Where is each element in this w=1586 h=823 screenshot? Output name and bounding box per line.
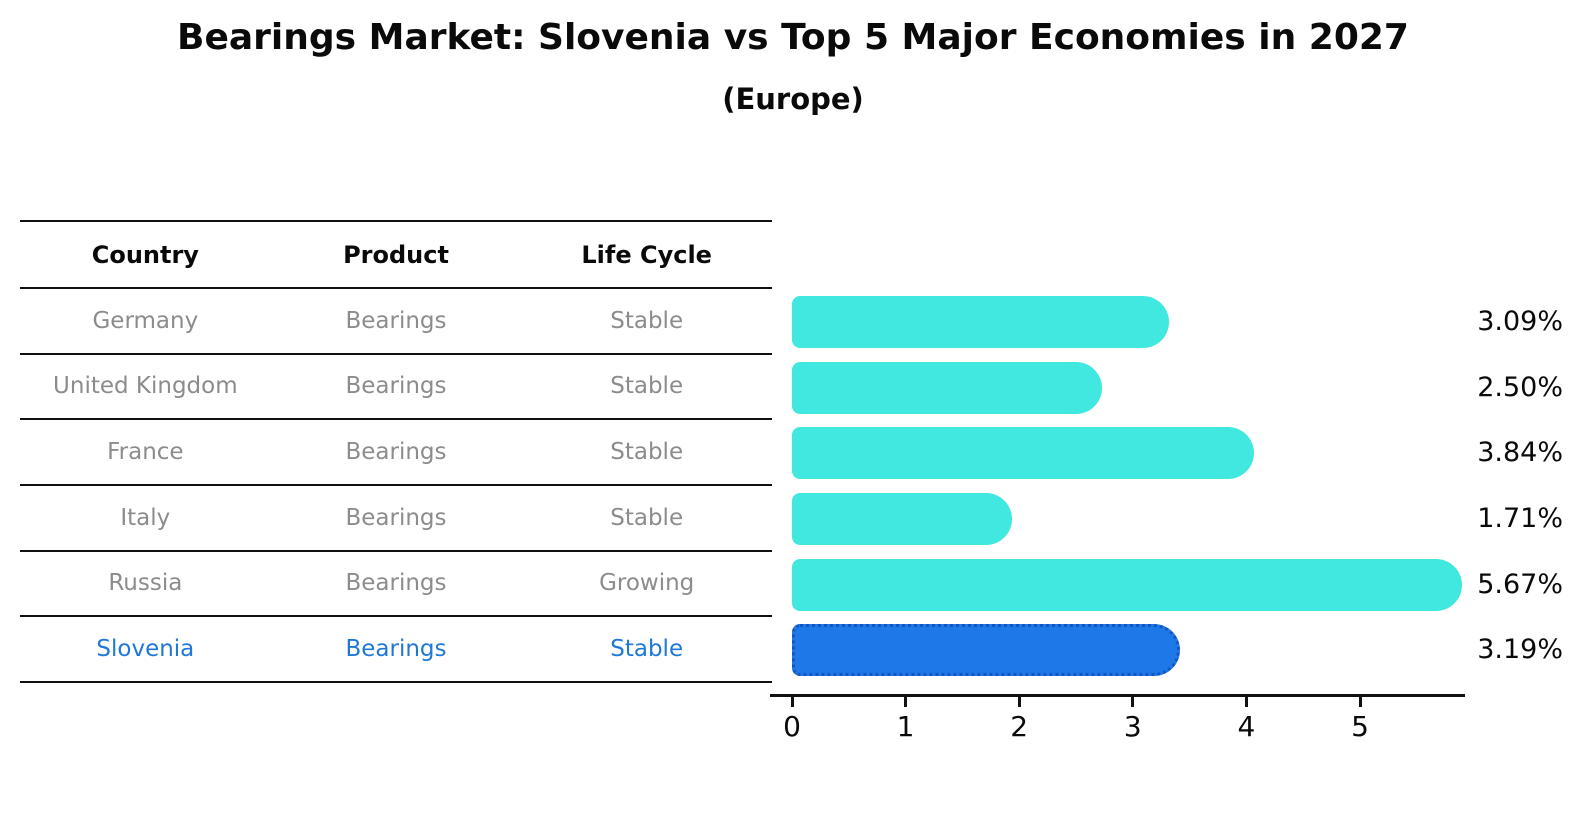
bar-slovenia-highlighted (792, 624, 1181, 677)
table-row: France Bearings Stable (20, 420, 772, 486)
table-row: Russia Bearings Growing (20, 552, 772, 618)
value-label: 3.09% (1477, 305, 1563, 337)
value-label: 5.67% (1477, 568, 1563, 600)
value-label: 2.50% (1477, 371, 1563, 403)
header-country: Country (91, 240, 199, 269)
x-axis-tick-label: 4 (1237, 710, 1256, 743)
x-axis-tick-label: 2 (1010, 710, 1029, 743)
cell-life-cycle: Stable (610, 373, 684, 400)
cell-life-cycle: Stable (610, 504, 684, 531)
value-label: 3.19% (1477, 634, 1563, 666)
table-row: United Kingdom Bearings Stable (20, 355, 772, 421)
x-axis-tick-label: 1 (896, 710, 915, 743)
cell-product: Bearings (345, 504, 447, 531)
x-axis-tick (1358, 697, 1362, 707)
cell-country: Slovenia (96, 636, 195, 663)
table-row: Germany Bearings Stable (20, 289, 772, 355)
table-row: Italy Bearings Stable (20, 486, 772, 552)
value-label: 1.71% (1477, 502, 1563, 534)
cell-country: Germany (92, 307, 199, 334)
x-axis-line (770, 694, 1465, 697)
cell-country: Russia (108, 570, 183, 597)
bar-united-kingdom (792, 361, 1102, 414)
bar-russia (792, 558, 1463, 611)
cell-product: Bearings (345, 636, 447, 663)
cell-country: United Kingdom (53, 373, 238, 400)
table-row-highlighted: Slovenia Bearings Stable (20, 617, 772, 683)
chart-subtitle: (Europe) (722, 82, 864, 116)
x-axis-tick (1244, 697, 1248, 707)
x-axis-tick (790, 697, 794, 707)
cell-country: France (107, 439, 184, 466)
cell-product: Bearings (345, 439, 447, 466)
cell-product: Bearings (345, 373, 447, 400)
cell-life-cycle: Stable (610, 307, 684, 334)
table-header-row: Country Product Life Cycle (20, 220, 772, 289)
chart-title: Bearings Market: Slovenia vs Top 5 Major… (177, 17, 1409, 58)
header-product: Product (343, 240, 449, 269)
x-axis-tick (904, 697, 908, 707)
x-axis-tick (1131, 697, 1135, 707)
x-axis-tick (1017, 697, 1021, 707)
cell-life-cycle: Stable (610, 439, 684, 466)
x-axis-tick-label: 0 (783, 710, 801, 743)
cell-product: Bearings (345, 307, 447, 334)
cell-country: Italy (120, 504, 171, 531)
x-axis-tick-label: 3 (1123, 710, 1142, 743)
bar-france (792, 427, 1255, 480)
cell-product: Bearings (345, 570, 447, 597)
x-axis-tick-label: 5 (1351, 710, 1369, 743)
bar-italy (792, 492, 1013, 545)
value-label: 3.84% (1477, 437, 1563, 469)
country-table: Country Product Life Cycle Germany Beari… (20, 220, 772, 683)
header-life-cycle: Life Cycle (581, 240, 712, 269)
bar-germany (792, 295, 1170, 348)
cell-life-cycle: Stable (610, 636, 684, 663)
cell-life-cycle: Growing (599, 570, 695, 597)
